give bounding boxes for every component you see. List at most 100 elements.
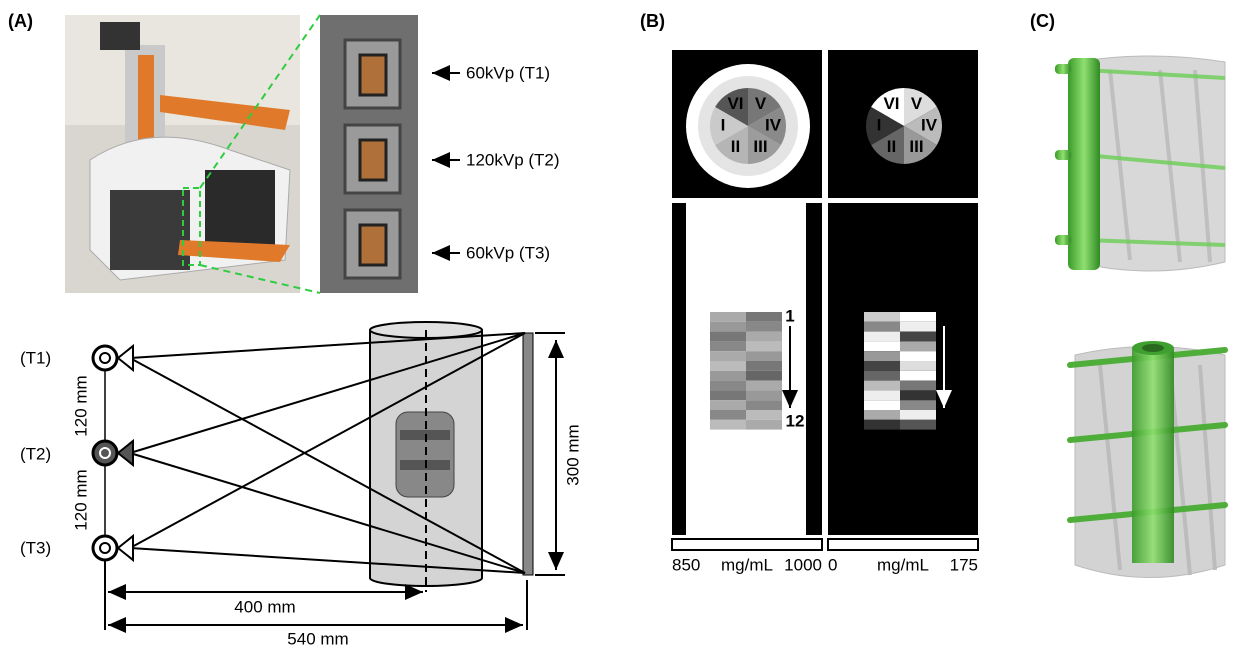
sector-label: III [753, 137, 767, 156]
sector-label: II [887, 137, 896, 156]
tile [864, 371, 900, 381]
tile [710, 341, 746, 351]
tube-label: 120kVp (T2) [466, 150, 560, 169]
phantom-render-bottom [1070, 341, 1225, 578]
tile [746, 400, 782, 410]
tile [710, 420, 746, 430]
sector-label: I [721, 115, 726, 134]
tile [900, 341, 936, 351]
tile [864, 341, 900, 351]
tile [710, 390, 746, 400]
tile [746, 390, 782, 400]
sector-label: IV [765, 115, 782, 134]
tile [746, 410, 782, 420]
sector-label: VI [883, 94, 899, 113]
dimension-label: 300 mm [563, 424, 582, 485]
dimension-label: 540 mm [287, 629, 348, 648]
tile [864, 381, 900, 391]
map-title: Calcium [834, 53, 900, 72]
scale-min: 0 [828, 555, 837, 574]
scale-max: 1000 [784, 555, 822, 574]
tile [864, 312, 900, 322]
tile [746, 351, 782, 361]
tile [746, 341, 782, 351]
tube [93, 536, 117, 560]
tile [900, 420, 936, 430]
tile [864, 332, 900, 342]
tile [710, 361, 746, 371]
geometry-diagram [93, 322, 565, 630]
scanner-photo [65, 15, 300, 293]
tile [710, 322, 746, 332]
tile [900, 351, 936, 361]
sector-label: II [731, 137, 740, 156]
scale-unit: mg/mL [721, 555, 773, 574]
index-label: 12 [786, 411, 805, 430]
dimension-label: 120 mm [71, 375, 90, 436]
tile [710, 410, 746, 420]
tile [864, 322, 900, 332]
tube-cone [118, 536, 133, 560]
index-label: 1 [939, 306, 948, 325]
scale-max: 175 [950, 555, 978, 574]
tube [93, 346, 117, 370]
tube-label: 60kVp (T3) [466, 243, 550, 262]
tile [710, 381, 746, 391]
dimension-label: 120 mm [71, 469, 90, 530]
source-label: (T1) [20, 348, 51, 367]
tile [746, 312, 782, 322]
panel-label: (B) [640, 11, 665, 31]
tile [746, 361, 782, 371]
source-label: (T3) [20, 538, 51, 557]
detector-photo [320, 15, 418, 293]
tube-label: 60kVp (T1) [466, 63, 550, 82]
panel-label: (C) [1030, 11, 1055, 31]
page: (A) (B) (C) 60kVp (T1) 120kVp (T2) 60kVp… [0, 0, 1239, 652]
tile [900, 312, 936, 322]
sector-label: VI [727, 94, 743, 113]
tile [900, 322, 936, 332]
sector-label: V [755, 94, 767, 113]
tile [864, 390, 900, 400]
tile [746, 322, 782, 332]
tile [864, 420, 900, 430]
tile [864, 410, 900, 420]
index-label: 1 [785, 306, 794, 325]
sector-label: V [911, 94, 923, 113]
source-label: (T2) [20, 444, 51, 463]
tile [864, 361, 900, 371]
colorbar [672, 539, 822, 550]
tile [900, 371, 936, 381]
scale-min: 850 [672, 555, 700, 574]
tile [746, 381, 782, 391]
tile [900, 361, 936, 371]
phantom-render-top [1055, 56, 1225, 271]
tile [900, 381, 936, 391]
photo-arrows [432, 73, 460, 253]
scale-unit: mg/mL [877, 555, 929, 574]
tile [710, 400, 746, 410]
tile [864, 351, 900, 361]
map-title: Water [678, 53, 725, 72]
tile [710, 351, 746, 361]
tile [864, 400, 900, 410]
panel-label: (A) [8, 11, 33, 31]
dimension-label: 400 mm [234, 597, 295, 616]
tube-cone [118, 441, 133, 465]
tile [746, 420, 782, 430]
tile [900, 332, 936, 342]
tube [93, 441, 117, 465]
material-maps: WaterVIVIVIIIIII112850mg/mL1000CalciumVI… [672, 50, 978, 574]
tile [710, 332, 746, 342]
sector-label: IV [921, 115, 938, 134]
tile [900, 400, 936, 410]
tile [746, 332, 782, 342]
sector-label: III [909, 137, 923, 156]
index-label: 12 [940, 411, 959, 430]
tile [900, 410, 936, 420]
figure: (A) (B) (C) 60kVp (T1) 120kVp (T2) 60kVp… [0, 0, 1239, 652]
sector-label: I [877, 115, 882, 134]
tube-cone [118, 346, 133, 370]
tile [710, 312, 746, 322]
tile [710, 371, 746, 381]
